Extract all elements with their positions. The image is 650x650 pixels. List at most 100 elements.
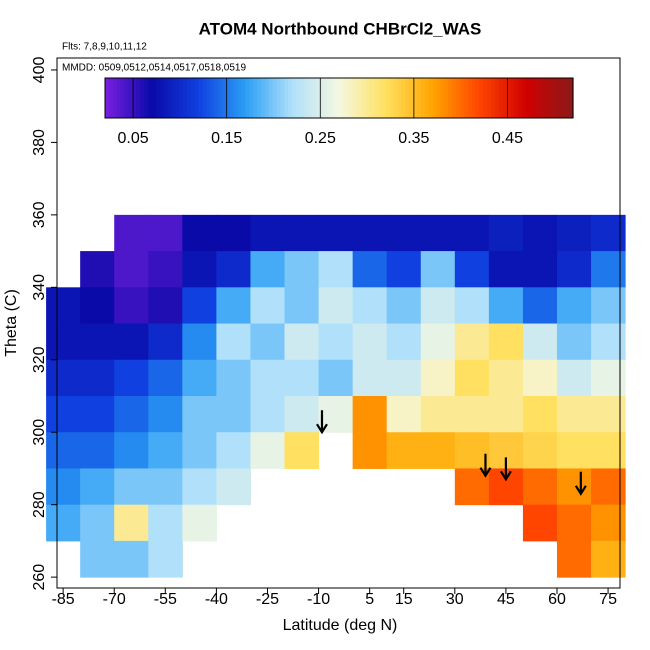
heat-cell <box>148 359 183 397</box>
heat-cell <box>80 287 115 325</box>
heat-cell <box>386 359 422 397</box>
arrow <box>574 471 587 496</box>
colorbar-swatch <box>307 78 313 118</box>
colorbar-swatch <box>381 78 387 118</box>
colorbar-swatch <box>444 78 449 118</box>
heat-cell <box>556 504 592 542</box>
colorbar-swatch <box>378 78 383 118</box>
heat-cell <box>352 287 388 325</box>
y-axis-label: Theta (C) <box>3 289 20 357</box>
colorbar-swatch <box>120 78 126 118</box>
colorbar-frame <box>104 77 574 119</box>
heat-cell <box>420 432 456 469</box>
heat-cell <box>318 395 354 433</box>
colorbar-swatch <box>233 78 239 118</box>
chart-title: ATOM4 Northbound CHBrCl2_WAS <box>199 19 482 38</box>
colorbar-swatch <box>128 78 133 118</box>
heat-cell <box>216 468 251 506</box>
heat-cell <box>148 468 183 506</box>
y-tick-label: 400 <box>31 57 48 84</box>
heat-cell <box>522 359 558 397</box>
heat-cell <box>522 504 558 542</box>
heat-cell <box>420 251 456 288</box>
colorbar-swatch <box>514 78 519 118</box>
heat-cell <box>148 432 183 469</box>
y-tick-label: 320 <box>31 346 48 373</box>
heat-cell <box>420 214 456 252</box>
colorbar-swatch <box>537 78 543 118</box>
heat-cell <box>352 323 388 361</box>
colorbar-swatch <box>432 78 438 118</box>
x-tick-label: 15 <box>395 591 413 608</box>
colorbar-swatch <box>506 78 512 118</box>
x-tick-label: -25 <box>256 591 279 608</box>
colorbar-swatch <box>510 78 516 118</box>
colorbar-swatch <box>237 78 243 118</box>
colorbar-swatch <box>124 78 129 118</box>
colorbar-swatch <box>452 78 457 118</box>
y-tick-label: 360 <box>31 201 48 228</box>
colorbar-swatch <box>518 78 523 118</box>
heat-cell <box>522 287 558 325</box>
heat-cell <box>148 504 183 542</box>
colorbar-swatch <box>362 78 367 118</box>
heat-cell <box>182 432 217 469</box>
heat-cell <box>386 323 422 361</box>
heat-cell <box>488 251 524 288</box>
heat-cell <box>420 395 456 433</box>
heat-cell <box>556 323 592 361</box>
heat-cell <box>488 359 524 397</box>
colorbar-swatch <box>292 78 297 118</box>
colorbar-swatch <box>249 78 254 118</box>
heat-cell <box>250 251 286 288</box>
arrow <box>316 410 328 435</box>
heat-cell <box>318 214 354 252</box>
heat-cell <box>148 540 183 578</box>
x-tick-label: -40 <box>205 591 228 608</box>
colorbar-swatch <box>526 78 531 118</box>
colorbar-swatch <box>405 78 410 118</box>
colorbar-swatch <box>284 78 289 118</box>
colorbar-swatch <box>132 78 137 118</box>
heat-cell <box>420 323 456 361</box>
colorbar-swatch <box>463 78 469 118</box>
colorbar-tick-label: 0.05 <box>118 130 149 147</box>
colorbar-swatch <box>385 78 391 118</box>
colorbar-swatch <box>534 78 539 118</box>
heat-cell <box>386 432 422 469</box>
heat-cell <box>556 251 592 288</box>
colorbar-swatch <box>245 78 250 118</box>
colorbar-swatch <box>479 78 484 118</box>
colorbar-swatch <box>257 78 262 118</box>
heat-cell <box>556 540 592 578</box>
colorbar-swatch <box>331 78 336 118</box>
colorbar-swatch <box>456 78 461 118</box>
heat-cell <box>454 287 490 325</box>
heat-cell <box>522 251 558 288</box>
heat-cell <box>556 359 592 397</box>
heat-cell <box>284 395 320 433</box>
heat-cell <box>318 251 354 288</box>
heat-cell <box>148 323 183 361</box>
colorbar-swatch <box>241 78 246 118</box>
colorbar-swatch <box>140 78 145 118</box>
arrow <box>499 457 512 482</box>
heat-cell <box>454 214 490 252</box>
colorbar-swatch <box>315 78 321 118</box>
annotation: Flts: 7,8,9,10,11,12 <box>62 42 147 53</box>
heat-cell <box>352 395 388 433</box>
colorbar-swatch <box>553 78 558 118</box>
heat-cell <box>216 251 251 288</box>
heat-cell <box>46 468 81 506</box>
heat-cell <box>114 323 149 361</box>
colorbar-swatch <box>335 78 340 118</box>
colorbar-swatch <box>459 78 465 118</box>
heat-cell <box>454 432 490 469</box>
heat-cell <box>216 359 251 397</box>
colorbar-swatch <box>175 78 180 118</box>
heat-cell <box>352 251 388 288</box>
heat-cell <box>114 251 149 288</box>
heat-cell <box>216 287 251 325</box>
heat-cell <box>488 214 524 252</box>
